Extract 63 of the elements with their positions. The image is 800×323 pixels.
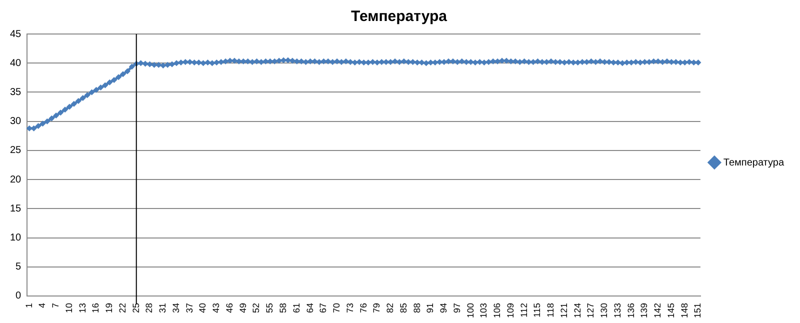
- x-tick-label: 85: [398, 302, 408, 313]
- x-tick-label: 124: [572, 302, 582, 318]
- x-tick-label: 49: [238, 302, 248, 313]
- x-tick-label: 100: [465, 302, 476, 318]
- x-tick-label: 1: [24, 302, 34, 308]
- x-tick-label: 7: [50, 302, 61, 308]
- x-tick-label: 31: [158, 302, 168, 313]
- y-tick-label: 15: [10, 203, 22, 214]
- x-tick-label: 13: [77, 302, 88, 313]
- x-tick-label: 34: [170, 302, 181, 313]
- x-tick-label: 37: [184, 302, 194, 313]
- y-tick-label: 40: [10, 58, 22, 69]
- x-tick-label: 61: [291, 302, 302, 313]
- x-tick-label: 121: [558, 302, 569, 318]
- x-tick-label: 88: [412, 302, 422, 313]
- y-tick-label: 5: [16, 262, 22, 273]
- x-tick-label: 67: [318, 302, 328, 313]
- x-tick-label: 76: [358, 302, 368, 313]
- y-tick-label: 10: [10, 232, 22, 244]
- y-tick-label: 45: [10, 28, 22, 40]
- x-tick-label: 136: [626, 302, 636, 318]
- x-tick-label: 79: [372, 302, 382, 313]
- x-tick-label: 106: [492, 302, 502, 318]
- x-tick-label: 25: [130, 302, 141, 313]
- x-tick-label: 28: [144, 302, 154, 313]
- x-tick-label: 64: [304, 302, 315, 313]
- x-tick-label: 115: [532, 302, 542, 318]
- x-tick-label: 19: [104, 302, 114, 313]
- x-tick-label: 91: [425, 302, 436, 313]
- x-tick-label: 94: [438, 302, 449, 313]
- x-tick-label: 130: [599, 302, 610, 318]
- x-tick-label: 70: [332, 302, 342, 313]
- x-tick-label: 133: [612, 302, 622, 318]
- x-tick-label: 97: [452, 302, 462, 313]
- x-tick-label: 73: [344, 302, 355, 313]
- chart-title: Температура: [351, 8, 448, 26]
- x-tick-label: 52: [251, 302, 262, 313]
- y-tick-label: 35: [10, 86, 22, 98]
- x-tick-label: 55: [264, 302, 275, 313]
- y-tick-label: 0: [16, 290, 22, 302]
- x-tick-label: 43: [211, 302, 222, 313]
- x-tick-label: 145: [666, 302, 676, 318]
- x-tick-label: 10: [64, 302, 74, 313]
- x-tick-label: 40: [198, 302, 208, 313]
- x-tick-label: 142: [652, 302, 663, 318]
- x-tick-label: 139: [639, 302, 650, 318]
- x-tick-label: 22: [117, 302, 128, 313]
- x-tick-label: 16: [90, 302, 101, 313]
- x-tick-label: 82: [385, 302, 396, 313]
- x-tick-label: 127: [586, 302, 596, 318]
- x-tick-label: 103: [478, 302, 489, 318]
- x-tick-label: 148: [679, 302, 690, 318]
- x-tick-label: 118: [546, 302, 556, 318]
- x-tick-label: 4: [37, 302, 48, 308]
- x-tick-label: 109: [505, 302, 516, 318]
- x-tick-label: 151: [692, 302, 703, 318]
- y-tick-label: 30: [10, 116, 22, 128]
- x-tick-label: 112: [518, 302, 529, 318]
- y-tick-label: 20: [10, 174, 22, 186]
- y-tick-label: 25: [10, 145, 22, 156]
- legend-label: Температура: [723, 157, 784, 168]
- x-tick-label: 58: [278, 302, 288, 313]
- x-tick-label: 46: [224, 302, 234, 313]
